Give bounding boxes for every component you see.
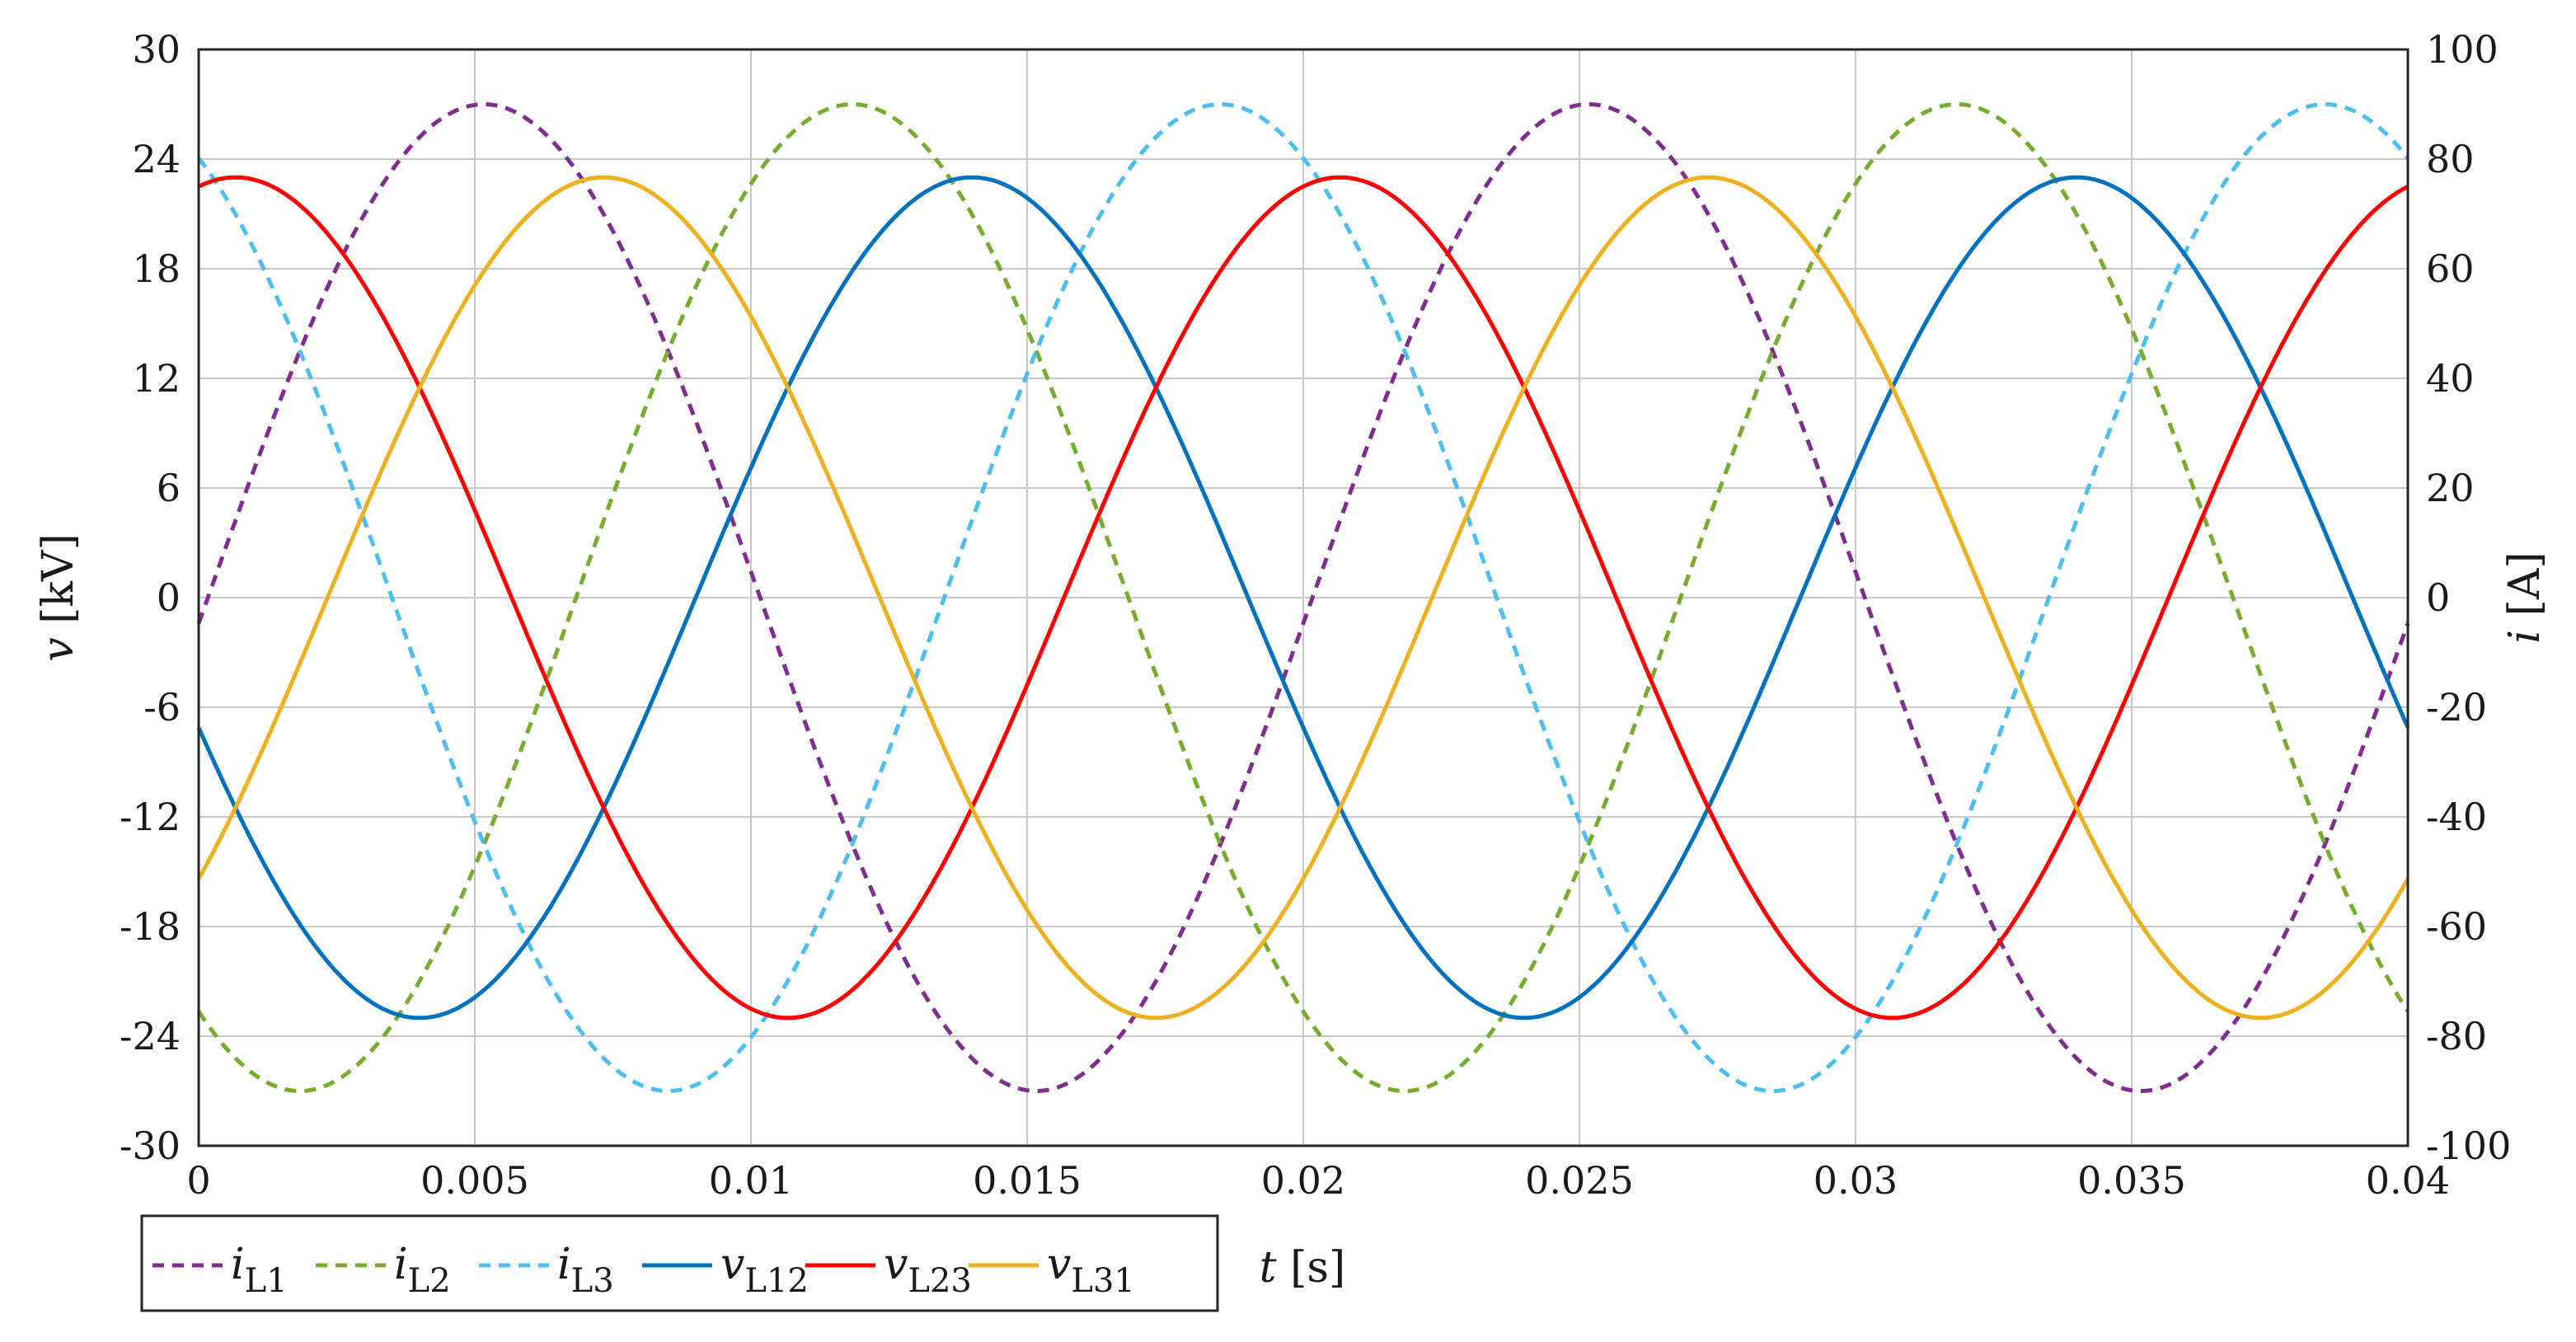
y-right-tick-label: 20 [2426,466,2475,510]
series-lines [196,102,2410,1093]
y-left-axis-label: v [kV] [34,533,83,662]
legend-label-v-l12: vL12 [720,1240,809,1300]
legend: iL1 iL2 iL3 vL12 vL23 vL31 [140,1214,1219,1312]
series-line-i-l1 [196,102,2410,1093]
x-tick-label: 0.025 [1525,1158,1634,1203]
series-line-v-l31 [196,175,2410,1021]
x-tick-label: 0.01 [709,1158,793,1203]
x-axis-label: t [s] [1260,1243,1346,1293]
y-left-tick-label: 30 [132,27,181,72]
y-left-tick-label: -18 [120,904,181,949]
y-right-axis-label: i [A] [2500,551,2550,643]
x-tick-label: 0.04 [2366,1158,2450,1203]
grid [199,49,2408,1146]
legend-label-i-l1: iL1 [231,1240,288,1300]
y-left-tick-labels: 30 24 18 12 6 0 -6 -12 -18 -24 -30 [120,27,181,1168]
series-line-v-l23 [197,175,2409,1021]
y-left-tick-label: -6 [143,685,181,730]
y-right-tick-label: -40 [2426,795,2487,839]
legend-label-v-l23: vL23 [884,1240,972,1300]
y-right-tick-label: 60 [2426,246,2475,291]
x-tick-label: 0.03 [1814,1158,1898,1203]
y-right-tick-label: -100 [2426,1124,2511,1168]
x-tick-label: 0.035 [2077,1158,2186,1203]
legend-label-i-l3: iL3 [557,1240,614,1300]
x-tick-labels: 0 0.005 0.01 0.015 0.02 0.025 0.03 0.035 0.04 [186,1158,2450,1203]
x-tick-label: 0.005 [420,1158,529,1203]
y-left-tick-label: -30 [120,1124,181,1168]
y-left-tick-label: 6 [157,466,181,510]
y-right-tick-label: -60 [2426,904,2487,949]
y-left-tick-label: -12 [120,795,181,839]
x-tick-label: 0.02 [1261,1158,1345,1203]
y-right-tick-label: 40 [2426,356,2475,401]
y-right-tick-label: 100 [2426,27,2499,72]
y-left-tick-label: 0 [157,575,181,620]
series-line-v-l12 [196,175,2410,1021]
y-right-tick-label: -20 [2426,685,2487,730]
y-right-tick-label: 0 [2426,575,2450,620]
y-left-tick-label: 18 [132,246,181,291]
plot-frame [197,48,2409,1147]
y-left-tick-label: 12 [132,356,181,401]
y-right-tick-labels: 100 80 60 40 20 0 -20 -40 -60 -80 -100 [2426,27,2511,1168]
y-right-tick-label: -80 [2426,1014,2487,1058]
legend-label-v-l31: vL31 [1047,1240,1135,1300]
legend-label-i-l2: iL2 [394,1240,451,1300]
x-tick-label: 0.015 [973,1158,1082,1203]
series-line-i-l2 [196,102,2410,1093]
x-tick-label: 0 [186,1158,210,1203]
y-left-tick-label: -24 [120,1014,181,1058]
y-left-tick-label: 24 [132,137,181,181]
series-line-i-l3 [197,102,2409,1093]
y-right-tick-label: 80 [2426,137,2475,181]
